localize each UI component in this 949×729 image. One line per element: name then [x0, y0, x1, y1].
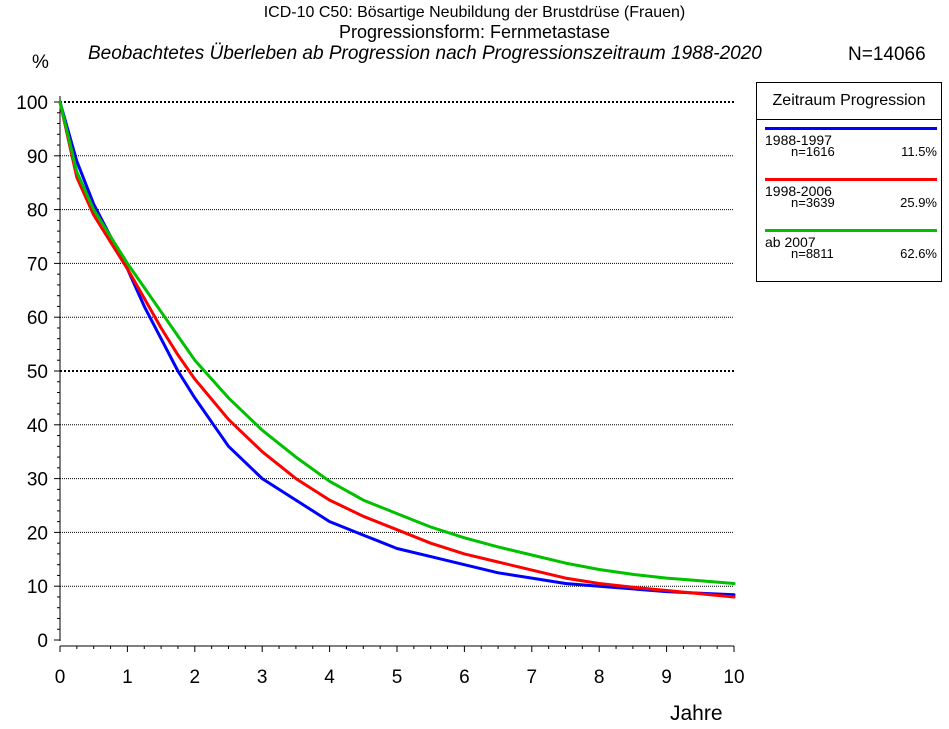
- x-tick-label: 2: [190, 667, 201, 688]
- x-tick-label: 1: [122, 667, 133, 688]
- y-tick-label: 50: [27, 362, 48, 383]
- x-tick-label: 3: [257, 667, 268, 688]
- x-tick-label: 7: [527, 667, 538, 688]
- legend-item: ab 2007 n=8811 62.6%: [757, 222, 941, 273]
- x-tick-label: 0: [55, 667, 66, 688]
- legend-swatch: [765, 127, 937, 130]
- chart-title-diagnosis: ICD-10 C50: Bösartige Neubildung der Bru…: [263, 4, 686, 21]
- x-axis-label: Jahre: [670, 702, 723, 725]
- x-axis-ticks: 0 1 2 3 4 5 6 7 8 9 10: [55, 646, 745, 688]
- total-count-label: N=14066: [848, 44, 926, 65]
- legend-item-share: 62.6%: [900, 246, 937, 261]
- grid-lines: [60, 101, 734, 587]
- legend-item-share: 11.5%: [901, 144, 937, 159]
- legend-swatch: [765, 229, 937, 232]
- series-line: [58, 100, 736, 585]
- series-lines: [58, 100, 736, 599]
- legend-item-share: 25.9%: [900, 195, 937, 210]
- y-tick-label: 80: [27, 201, 48, 222]
- x-tick-label: 4: [324, 667, 335, 688]
- y-tick-label: 90: [27, 147, 48, 168]
- legend-item-count: n=3639: [791, 195, 835, 210]
- y-tick-label: 40: [27, 416, 48, 437]
- series-line: [58, 100, 736, 597]
- legend-item-name: ab 2007: [765, 234, 816, 250]
- x-tick-label: 8: [594, 667, 605, 688]
- legend-item-count: n=1616: [791, 144, 835, 159]
- chart-subtitle: Beobachtetes Überleben ab Progression na…: [88, 43, 762, 64]
- legend-item: 1998-2006 n=3639 25.9%: [757, 171, 941, 222]
- y-tick-label: 30: [27, 470, 48, 491]
- x-tick-label: 6: [459, 667, 470, 688]
- y-axis-unit: %: [32, 52, 49, 73]
- legend-title: Zeitraum Progression: [757, 83, 941, 120]
- y-tick-label: 10: [27, 577, 48, 598]
- y-tick-label: 20: [27, 523, 48, 544]
- legend: Zeitraum Progression 1988-1997 n=1616 11…: [756, 82, 942, 282]
- x-tick-label: 10: [723, 667, 744, 688]
- legend-item-count: n=8811: [791, 246, 834, 261]
- legend-item-name: 1988-1997: [765, 132, 832, 148]
- x-tick-label: 5: [392, 667, 403, 688]
- x-tick-label: 9: [661, 667, 672, 688]
- legend-swatch: [765, 178, 937, 181]
- series-line: [58, 100, 736, 599]
- legend-item-name: 1998-2006: [765, 183, 832, 199]
- y-tick-label: 0: [37, 631, 48, 652]
- y-tick-label: 70: [27, 254, 48, 275]
- y-axis-ticks: 0 10 20 30 40 50 60 70 80 90 100: [16, 93, 60, 652]
- y-tick-label: 100: [16, 93, 48, 114]
- legend-item: 1988-1997 n=1616 11.5%: [757, 120, 941, 171]
- chart-title-progression-form: Progressionsform: Fernmetastase: [338, 22, 611, 42]
- y-tick-label: 60: [27, 308, 48, 329]
